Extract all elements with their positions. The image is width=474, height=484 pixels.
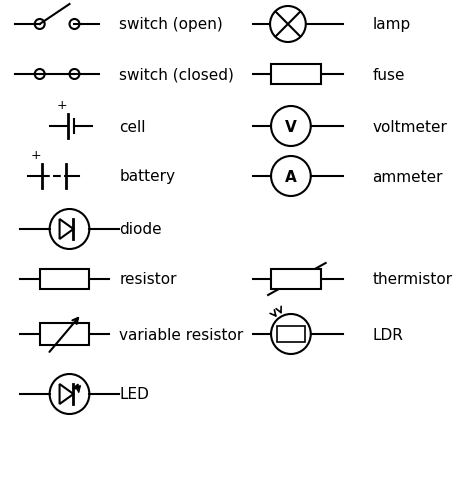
Text: cell: cell xyxy=(119,119,146,134)
Text: +: + xyxy=(30,149,41,162)
FancyBboxPatch shape xyxy=(277,326,305,342)
Text: voltmeter: voltmeter xyxy=(372,119,447,134)
Text: switch (closed): switch (closed) xyxy=(119,67,234,82)
Text: switch (open): switch (open) xyxy=(119,17,223,32)
Text: +: + xyxy=(56,99,67,112)
Text: fuse: fuse xyxy=(372,67,405,82)
Text: battery: battery xyxy=(119,169,175,184)
Text: ammeter: ammeter xyxy=(372,169,443,184)
FancyBboxPatch shape xyxy=(40,323,90,345)
Text: thermistor: thermistor xyxy=(372,272,453,287)
Text: variable resistor: variable resistor xyxy=(119,327,243,342)
Text: LDR: LDR xyxy=(372,327,403,342)
Text: resistor: resistor xyxy=(119,272,177,287)
Text: LED: LED xyxy=(119,387,149,402)
Text: lamp: lamp xyxy=(372,17,410,32)
FancyBboxPatch shape xyxy=(271,270,321,289)
FancyBboxPatch shape xyxy=(271,65,321,85)
FancyBboxPatch shape xyxy=(40,270,90,289)
Text: V: V xyxy=(285,119,297,134)
Text: A: A xyxy=(285,169,297,184)
Text: diode: diode xyxy=(119,222,162,237)
